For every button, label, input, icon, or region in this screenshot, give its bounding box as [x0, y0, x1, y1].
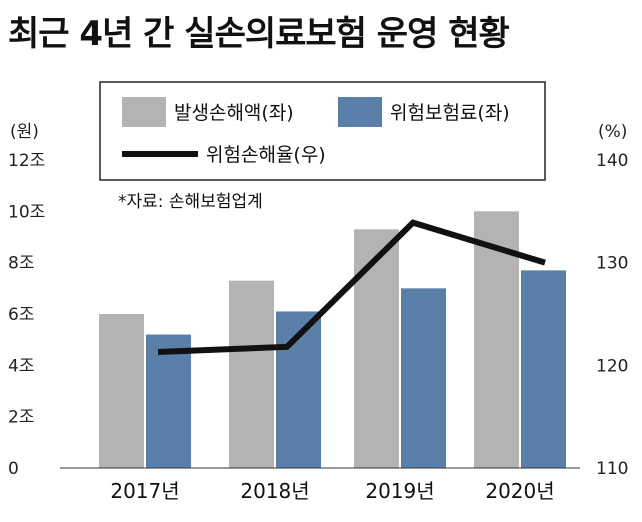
left-tick-label: 6조 [8, 305, 34, 325]
right-tick-label: 120 [596, 356, 628, 376]
right-tick-label: 140 [596, 151, 628, 171]
source-note: *자료: 손해보험업계 [118, 192, 263, 212]
left-axis-unit: (원) [10, 122, 39, 142]
category-labels: 2017년 2018년 2019년 2020년 [110, 479, 554, 503]
category-label: 2020년 [485, 479, 554, 503]
right-axis-unit: (%) [598, 122, 627, 142]
category-label: 2017년 [110, 479, 179, 503]
legend-swatch-premium [338, 97, 382, 127]
legend: 발생손해액(좌) 위험보험료(좌) 위험손해율(우) [99, 81, 546, 181]
right-tick-label: 130 [596, 254, 628, 274]
right-tick-label: 110 [596, 459, 628, 479]
bar-premium-2 [401, 288, 446, 468]
bar-loss-0 [99, 314, 144, 468]
legend-box [99, 81, 546, 181]
series-line-risk-loss-ratio [157, 219, 546, 355]
category-label: 2019년 [365, 479, 434, 503]
legend-label: 발생손해액(좌) [174, 102, 294, 124]
left-tick-label: 10조 [8, 202, 45, 222]
left-tick-label: 12조 [8, 151, 45, 171]
legend-swatch-loss [122, 97, 166, 127]
bar-loss-1 [229, 280, 274, 468]
page-title: 최근 4년 간 실손의료보험 운영 현황 [8, 14, 510, 54]
bar-loss-2 [354, 229, 399, 468]
category-label: 2018년 [240, 479, 309, 503]
left-tick-label: 4조 [8, 356, 34, 376]
left-tick-label: 0 [8, 459, 19, 479]
left-axis: (원) 0 2조 4조 6조 8조 10조 12조 [8, 122, 45, 479]
left-tick-label: 8조 [8, 254, 34, 274]
bar-premium-3 [521, 270, 566, 468]
legend-label: 위험보험료(좌) [390, 102, 510, 124]
left-tick-label: 2조 [8, 408, 34, 428]
bars-layer [99, 211, 566, 469]
legend-label: 위험손해율(우) [206, 144, 326, 166]
bar-premium-0 [146, 334, 191, 468]
right-axis: (%) 110 120 130 140 [596, 122, 628, 479]
